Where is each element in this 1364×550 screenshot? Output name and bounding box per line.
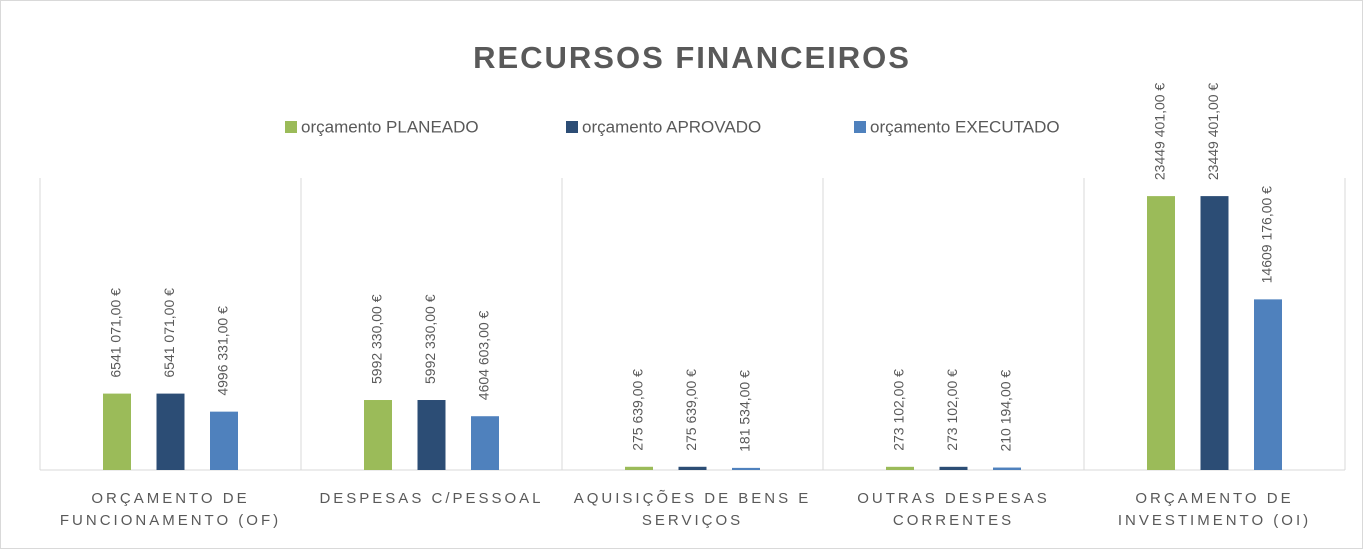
- bar: [1200, 196, 1229, 470]
- bar: [1254, 299, 1282, 470]
- bar: [1147, 196, 1175, 470]
- data-label: 273 102,00 €: [944, 369, 960, 451]
- legend-label: orçamento APROVADO: [582, 117, 761, 136]
- data-label: 14609 176,00 €: [1259, 186, 1275, 284]
- data-label: 275 639,00 €: [683, 369, 699, 451]
- bar: [103, 393, 131, 470]
- x-tick-label: OUTRAS DESPESAS CORRENTES: [857, 490, 1050, 529]
- bar: [210, 411, 238, 470]
- bar: [886, 466, 914, 470]
- data-label: 23449 401,00 €: [1152, 83, 1168, 181]
- data-label: 23449 401,00 €: [1205, 83, 1221, 181]
- data-label: 4996 331,00 €: [215, 306, 231, 396]
- data-label: 275 639,00 €: [630, 369, 646, 451]
- bar: [156, 393, 185, 470]
- x-tick-label: AQUISIÇÕES DE BENS E SERVIÇOS: [573, 490, 812, 529]
- x-tick-label: ORÇAMENTO DE FUNCIONAMENTO (OF): [59, 490, 282, 529]
- legend-swatch: [285, 121, 297, 133]
- legend-swatch: [854, 121, 866, 133]
- legend-label: orçamento EXECUTADO: [870, 117, 1060, 136]
- data-label: 273 102,00 €: [891, 369, 907, 451]
- legend-label: orçamento PLANEADO: [301, 117, 479, 136]
- bar: [678, 466, 707, 470]
- bar: [939, 466, 968, 470]
- bar: [625, 466, 653, 470]
- data-label: 210 194,00 €: [998, 370, 1014, 452]
- chart-title: RECURSOS FINANCEIROS: [473, 40, 911, 75]
- bar: [417, 400, 446, 470]
- x-tick-label: ORÇAMENTO DE INVESTIMENTO (OI): [1117, 490, 1312, 529]
- data-label: 5992 330,00 €: [369, 294, 385, 384]
- bar: [364, 400, 392, 470]
- bar: [993, 467, 1021, 470]
- legend-swatch: [566, 121, 578, 133]
- data-label: 4604 603,00 €: [476, 310, 492, 400]
- data-label: 181 534,00 €: [737, 370, 753, 452]
- x-tick-label: DESPESAS C/PESSOAL: [319, 490, 544, 507]
- bar: [471, 416, 499, 470]
- data-label: 6541 071,00 €: [108, 288, 124, 378]
- bar: [732, 467, 760, 470]
- data-label: 5992 330,00 €: [422, 294, 438, 384]
- data-label: 6541 071,00 €: [161, 288, 177, 378]
